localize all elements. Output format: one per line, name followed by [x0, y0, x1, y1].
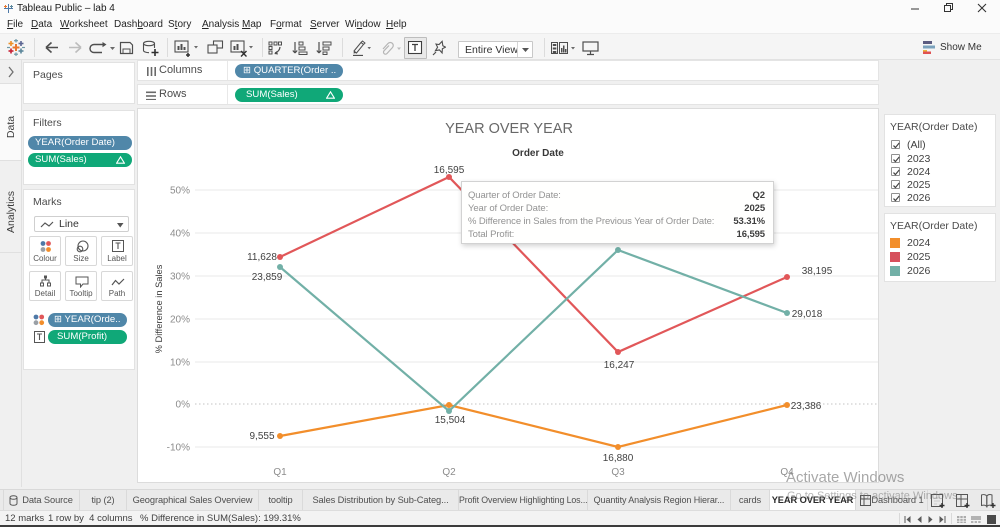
svg-text:Q2: Q2 [442, 467, 456, 478]
svg-text:16,880: 16,880 [603, 453, 634, 464]
svg-text:23,859: 23,859 [252, 272, 283, 283]
svg-text:0%: 0% [176, 400, 191, 411]
svg-text:40%: 40% [170, 229, 190, 240]
svg-text:29,018: 29,018 [792, 309, 823, 320]
svg-text:Q4: Q4 [780, 467, 794, 478]
svg-text:11,628: 11,628 [247, 252, 277, 263]
svg-text:38,195: 38,195 [802, 266, 833, 277]
svg-text:-10%: -10% [167, 443, 190, 454]
svg-text:Q3: Q3 [611, 467, 625, 478]
svg-text:50%: 50% [170, 186, 190, 197]
svg-text:20%: 20% [170, 315, 190, 326]
svg-text:10%: 10% [170, 358, 190, 369]
svg-text:23,386: 23,386 [791, 401, 822, 412]
svg-text:15,504: 15,504 [435, 415, 466, 426]
svg-text:16,247: 16,247 [604, 360, 635, 371]
svg-text:9,555: 9,555 [249, 431, 274, 442]
svg-text:30%: 30% [170, 272, 190, 283]
svg-text:Q1: Q1 [273, 467, 287, 478]
svg-text:16,595: 16,595 [434, 165, 465, 176]
